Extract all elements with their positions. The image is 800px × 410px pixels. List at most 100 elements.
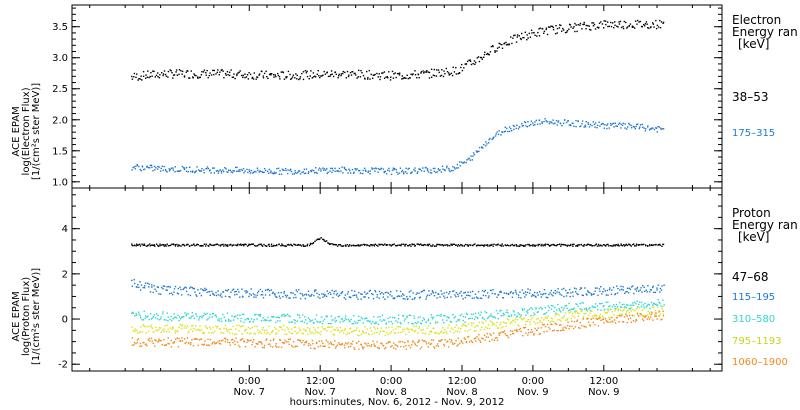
data-point bbox=[622, 289, 624, 291]
data-point bbox=[159, 74, 161, 76]
data-point bbox=[514, 321, 516, 323]
data-point bbox=[507, 315, 510, 317]
data-point bbox=[173, 317, 176, 319]
data-point bbox=[605, 245, 607, 247]
data-point bbox=[550, 25, 552, 27]
data-point bbox=[142, 286, 144, 289]
data-point bbox=[630, 321, 633, 323]
data-point bbox=[420, 72, 422, 74]
data-point bbox=[164, 344, 166, 346]
data-point bbox=[545, 120, 547, 122]
data-point bbox=[274, 245, 276, 247]
data-point bbox=[447, 327, 449, 329]
data-point bbox=[555, 25, 557, 27]
data-point bbox=[574, 326, 577, 328]
data-point bbox=[536, 123, 539, 125]
data-point bbox=[633, 301, 636, 304]
data-point bbox=[186, 243, 188, 246]
data-point bbox=[414, 297, 416, 299]
data-point bbox=[316, 341, 318, 344]
data-point bbox=[423, 318, 426, 321]
data-point bbox=[256, 76, 259, 79]
data-point bbox=[304, 341, 306, 344]
data-point bbox=[280, 291, 282, 294]
data-point bbox=[401, 78, 403, 80]
data-point bbox=[131, 337, 133, 339]
data-point bbox=[299, 339, 302, 342]
data-point bbox=[212, 167, 214, 169]
data-point bbox=[175, 71, 177, 73]
data-point bbox=[281, 341, 284, 344]
data-point bbox=[584, 124, 586, 126]
data-point bbox=[196, 166, 198, 168]
data-point bbox=[441, 69, 443, 71]
data-point bbox=[206, 319, 208, 321]
data-point bbox=[457, 167, 459, 169]
data-point bbox=[620, 315, 622, 317]
data-point bbox=[504, 126, 506, 128]
data-point bbox=[390, 291, 392, 293]
data-point bbox=[144, 315, 147, 317]
data-point bbox=[279, 339, 282, 341]
data-point bbox=[516, 34, 519, 36]
data-point bbox=[155, 326, 157, 329]
data-point bbox=[219, 328, 222, 330]
data-point bbox=[311, 319, 313, 321]
data-point bbox=[635, 125, 637, 128]
data-point bbox=[338, 73, 340, 76]
data-point bbox=[397, 72, 400, 75]
data-point bbox=[199, 292, 201, 294]
data-point bbox=[437, 168, 439, 170]
data-point bbox=[160, 316, 162, 318]
data-point bbox=[300, 245, 303, 247]
data-point bbox=[451, 244, 453, 246]
data-point bbox=[510, 128, 512, 130]
data-point bbox=[212, 244, 214, 246]
data-point bbox=[504, 322, 506, 324]
data-point bbox=[326, 172, 328, 175]
data-point bbox=[434, 167, 436, 170]
data-point bbox=[372, 293, 374, 296]
data-point bbox=[414, 342, 416, 344]
data-point bbox=[381, 320, 383, 322]
data-point bbox=[604, 318, 607, 320]
data-point bbox=[470, 155, 472, 157]
data-point bbox=[285, 169, 287, 172]
data-point bbox=[365, 170, 367, 172]
data-point bbox=[169, 318, 171, 321]
data-point bbox=[362, 322, 364, 324]
data-point bbox=[471, 159, 473, 161]
data-point bbox=[416, 172, 418, 174]
data-point bbox=[564, 119, 566, 121]
data-point bbox=[266, 338, 268, 340]
data-point bbox=[528, 243, 530, 246]
data-point bbox=[443, 331, 445, 334]
data-point bbox=[310, 242, 312, 245]
data-point bbox=[342, 329, 344, 332]
data-point bbox=[412, 243, 414, 246]
data-point bbox=[312, 72, 315, 74]
data-point bbox=[151, 284, 153, 286]
data-point bbox=[550, 244, 552, 247]
data-point bbox=[369, 289, 372, 292]
data-point bbox=[162, 285, 165, 287]
data-point bbox=[212, 332, 214, 334]
data-point bbox=[657, 284, 659, 286]
data-point bbox=[402, 243, 405, 245]
data-point bbox=[576, 292, 578, 295]
data-point bbox=[486, 332, 488, 335]
data-point bbox=[286, 326, 288, 328]
data-point bbox=[554, 306, 556, 309]
data-point bbox=[313, 327, 315, 329]
data-point bbox=[335, 73, 337, 76]
data-point bbox=[263, 72, 266, 75]
data-point bbox=[601, 245, 603, 247]
data-point bbox=[240, 317, 242, 320]
data-point bbox=[499, 332, 501, 334]
data-point bbox=[537, 311, 539, 313]
data-point bbox=[452, 314, 454, 316]
data-point bbox=[430, 293, 432, 295]
data-point bbox=[323, 70, 325, 73]
data-point bbox=[249, 293, 251, 295]
data-point bbox=[478, 150, 480, 153]
